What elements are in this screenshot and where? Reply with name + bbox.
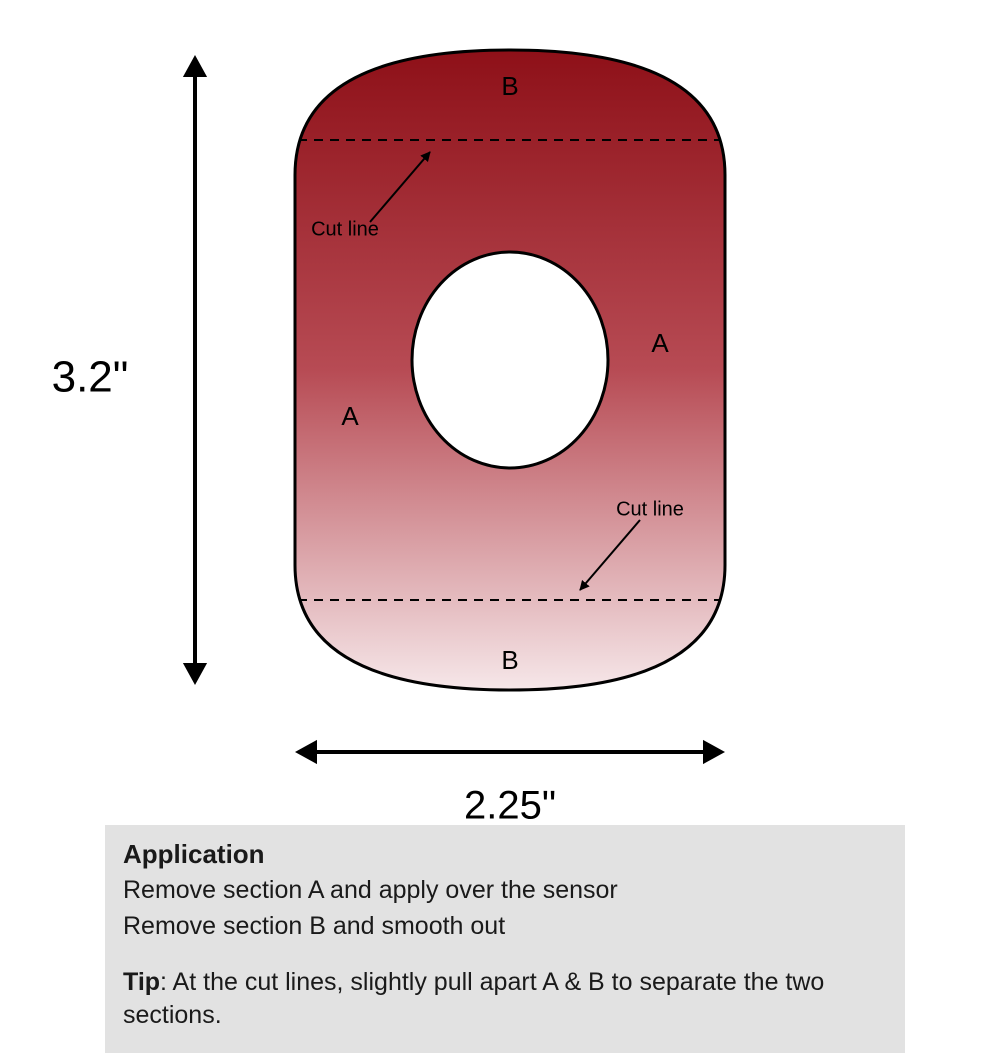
- svg-text:Cut line: Cut line: [616, 498, 684, 520]
- caption-tip-text: : At the cut lines, slightly pull apart …: [123, 968, 824, 1030]
- svg-text:B: B: [501, 645, 518, 675]
- svg-text:Cut line: Cut line: [311, 218, 379, 240]
- caption-tip-label: Tip: [123, 968, 160, 996]
- caption-heading: Application: [123, 839, 887, 870]
- caption-box: Application Remove section A and apply o…: [105, 825, 905, 1053]
- svg-text:2.25": 2.25": [464, 784, 556, 828]
- svg-text:A: A: [651, 328, 669, 358]
- svg-text:A: A: [341, 401, 359, 431]
- svg-text:3.2": 3.2": [52, 353, 129, 402]
- caption-tip: Tip: At the cut lines, slightly pull apa…: [123, 966, 887, 1034]
- diagram-canvas: B B A A Cut line Cut line 3.2" 2.25" Applicatio…: [0, 0, 1000, 1000]
- svg-text:B: B: [501, 71, 518, 101]
- caption-line-2: Remove section B and smooth out: [123, 910, 887, 944]
- caption-line-1: Remove section A and apply over the sens…: [123, 874, 887, 908]
